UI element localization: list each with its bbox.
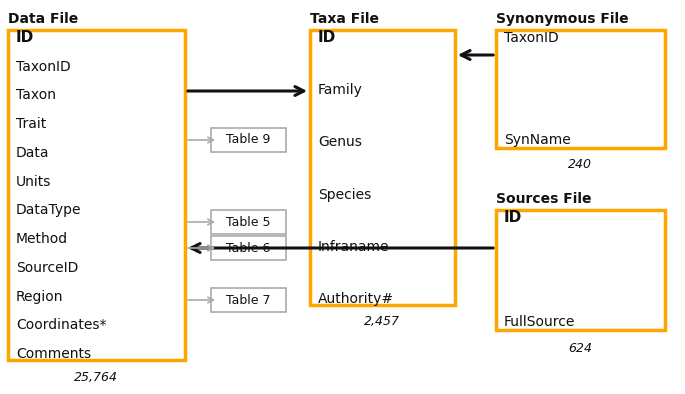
Text: Table 6: Table 6 <box>226 242 270 255</box>
Text: 2,457: 2,457 <box>364 316 400 329</box>
Text: Comments: Comments <box>16 347 91 361</box>
FancyBboxPatch shape <box>210 128 286 152</box>
Text: Region: Region <box>16 290 64 303</box>
Text: Coordinates*: Coordinates* <box>16 318 106 332</box>
Text: Data: Data <box>16 146 49 160</box>
Text: Table 5: Table 5 <box>226 216 271 229</box>
FancyBboxPatch shape <box>496 210 665 330</box>
Text: Method: Method <box>16 232 68 246</box>
Text: Units: Units <box>16 175 51 189</box>
Text: Taxon: Taxon <box>16 89 56 102</box>
Text: 624: 624 <box>568 342 592 355</box>
FancyBboxPatch shape <box>496 30 665 148</box>
Text: Data File: Data File <box>8 12 78 26</box>
Text: Family: Family <box>318 83 363 97</box>
FancyBboxPatch shape <box>210 288 286 312</box>
Text: 240: 240 <box>568 158 592 171</box>
Text: Species: Species <box>318 188 371 202</box>
Text: TaxonID: TaxonID <box>16 60 71 74</box>
Text: ID: ID <box>504 210 522 225</box>
Text: SourceID: SourceID <box>16 261 78 275</box>
FancyBboxPatch shape <box>8 30 185 360</box>
Text: Table 9: Table 9 <box>226 134 270 147</box>
Text: SynName: SynName <box>504 133 571 147</box>
Text: Synonymous File: Synonymous File <box>496 12 629 26</box>
Text: Infraname: Infraname <box>318 240 390 254</box>
Text: TaxonID: TaxonID <box>504 31 559 45</box>
Text: Taxa File: Taxa File <box>310 12 379 26</box>
Text: 25,764: 25,764 <box>74 372 118 385</box>
FancyBboxPatch shape <box>210 236 286 260</box>
Text: Trait: Trait <box>16 117 47 131</box>
Text: Sources File: Sources File <box>496 192 592 206</box>
Text: Genus: Genus <box>318 136 362 149</box>
Text: ID: ID <box>16 30 34 45</box>
Text: ID: ID <box>318 30 336 45</box>
Text: Authority#: Authority# <box>318 292 394 306</box>
Text: Table 7: Table 7 <box>226 294 271 307</box>
FancyBboxPatch shape <box>310 30 455 305</box>
Text: FullSource: FullSource <box>504 315 575 329</box>
FancyBboxPatch shape <box>210 210 286 234</box>
Text: DataType: DataType <box>16 203 82 217</box>
